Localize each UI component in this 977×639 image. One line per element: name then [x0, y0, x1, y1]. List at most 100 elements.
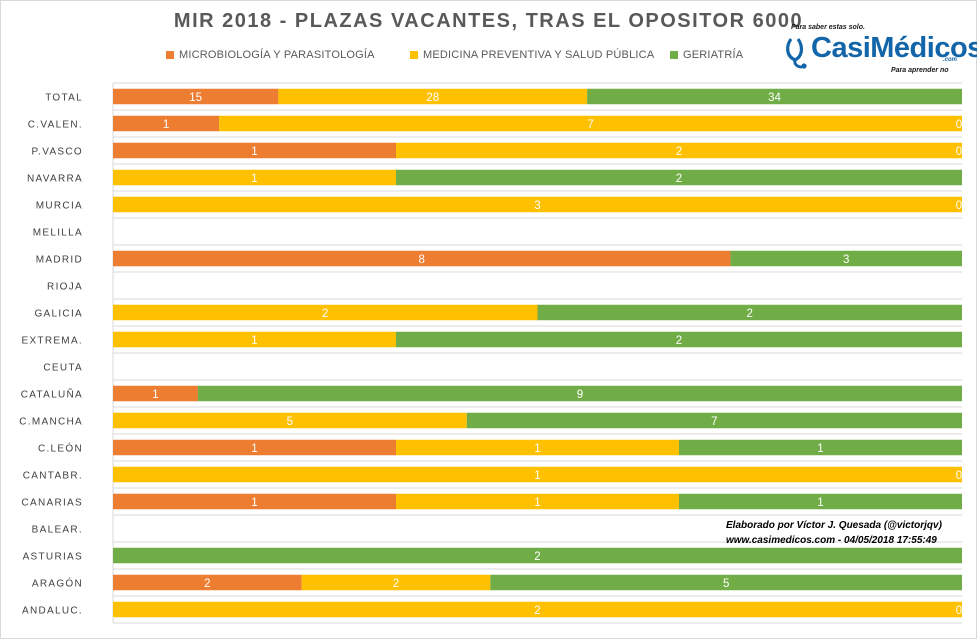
- data-label-canarias-geriatria: 1: [817, 497, 823, 509]
- legend-swatch-medicina-preventiva: [410, 51, 418, 59]
- category-label-total: TOTAL: [45, 93, 83, 104]
- category-label-cantabr: CANTABR.: [23, 471, 83, 482]
- bar-canarias-medicina: [396, 493, 679, 510]
- bar-cantabr-medicina: [113, 466, 962, 483]
- bar-p-vasco-microbiologia: [113, 142, 396, 159]
- logo-tagline-top: Para saber estas solo.: [791, 24, 865, 31]
- bar-extrema-geriatria: [396, 331, 962, 348]
- category-label-galicia: GALICIA: [34, 309, 83, 320]
- data-label-aragon-microbiologia: 2: [204, 578, 210, 590]
- category-label-aragon: ARAGÓN: [32, 577, 83, 590]
- bar-aragon-microbiologia: [113, 574, 302, 591]
- credit-line-author: Elaborado por Víctor J. Quesada (@victor…: [726, 520, 942, 531]
- legend-item-microbiologia: MICROBIOLOGÍA Y PARASITOLOGÍA: [166, 49, 375, 61]
- category-label-murcia: MURCIA: [36, 201, 83, 212]
- bar-c-leon-microbiologia: [113, 439, 396, 456]
- category-label-asturias: ASTURIAS: [23, 552, 83, 563]
- data-label-extrema-medicina: 1: [251, 335, 257, 347]
- bar-murcia-medicina: [113, 196, 962, 213]
- legend-item-geriatria: GERIATRÍA: [670, 49, 743, 61]
- data-label-aragon-geriatria: 5: [723, 578, 729, 590]
- bar-navarra-geriatria: [396, 169, 962, 186]
- data-label-cantabr-geriatria: 0: [956, 470, 962, 482]
- data-label-navarra-medicina: 1: [251, 173, 257, 185]
- data-label-canarias-medicina: 1: [534, 497, 540, 509]
- legend-swatch-microbiologia: [166, 51, 174, 59]
- credit-line-website: www.casimedicos.com - 04/05/2018 17:55:4…: [726, 535, 937, 546]
- data-label-cataluna-microbiologia: 1: [152, 389, 158, 401]
- data-label-c-leon-medicina: 1: [534, 443, 540, 455]
- data-label-canarias-microbiologia: 1: [251, 497, 257, 509]
- category-label-rioja: RIOJA: [47, 282, 83, 293]
- data-label-c-mancha-medicina: 5: [287, 416, 293, 428]
- stethoscope-icon: [786, 38, 807, 69]
- data-label-cataluna-geriatria: 9: [577, 389, 583, 401]
- bar-cataluna-microbiologia: [113, 385, 198, 402]
- data-label-total-geriatria: 34: [768, 92, 781, 104]
- data-label-murcia-geriatria: 0: [956, 200, 962, 212]
- data-label-galicia-medicina: 2: [322, 308, 328, 320]
- bar-c-mancha-geriatria: [466, 412, 962, 429]
- bar-madrid-geriatria: [730, 250, 962, 267]
- data-label-p-vasco-microbiologia: 1: [251, 146, 257, 158]
- bar-total-medicina: [278, 88, 588, 105]
- category-label-extrema: EXTREMA.: [21, 336, 83, 347]
- category-label-c-mancha: C.MANCHA: [19, 417, 83, 428]
- data-label-c-leon-geriatria: 1: [817, 443, 823, 455]
- data-label-extrema-geriatria: 2: [676, 335, 682, 347]
- data-label-c-leon-microbiologia: 1: [251, 443, 257, 455]
- logo-wordmark: CasiMédicos: [811, 32, 977, 64]
- bar-c-mancha-medicina: [113, 412, 467, 429]
- legend-label-medicina-preventiva: MEDICINA PREVENTIVA Y SALUD PÚBLICA: [423, 49, 655, 61]
- category-label-cataluna: CATALUÑA: [21, 388, 83, 401]
- bar-galicia-medicina: [113, 304, 538, 321]
- data-label-galicia-geriatria: 2: [747, 308, 753, 320]
- category-label-canarias: CANARIAS: [21, 498, 83, 509]
- bar-madrid-microbiologia: [113, 250, 731, 267]
- bar-c-leon-geriatria: [679, 439, 962, 456]
- category-label-melilla: MELILLA: [33, 228, 83, 239]
- bar-c-leon-medicina: [396, 439, 679, 456]
- bar-c-valen-medicina: [219, 115, 962, 132]
- bar-p-vasco-medicina: [396, 142, 962, 159]
- data-label-p-vasco-medicina: 2: [676, 146, 682, 158]
- legend-swatch-geriatria: [670, 51, 678, 59]
- data-label-murcia-medicina: 3: [534, 200, 540, 212]
- data-label-c-mancha-geriatria: 7: [711, 416, 717, 428]
- data-label-navarra-geriatria: 2: [676, 173, 682, 185]
- bar-total-microbiologia: [113, 88, 279, 105]
- bar-extrema-medicina: [113, 331, 396, 348]
- logo-suffix: .com: [943, 57, 958, 63]
- data-label-andaluc-geriatria: 0: [956, 605, 962, 617]
- data-label-c-valen-microbiologia: 1: [163, 119, 169, 131]
- casimedicos-logo: Para saber estas solo. CasiMédicos .com …: [783, 24, 977, 84]
- category-label-balear: BALEAR.: [32, 525, 83, 536]
- data-label-cantabr-medicina: 1: [534, 470, 540, 482]
- logo-tagline-bottom: Para aprender no: [891, 67, 949, 74]
- bar-canarias-microbiologia: [113, 493, 396, 510]
- bar-aragon-medicina: [301, 574, 491, 591]
- credit-note: Elaborado por Víctor J. Quesada (@victor…: [726, 518, 942, 548]
- data-label-c-valen-medicina: 7: [587, 119, 593, 131]
- bar-galicia-geriatria: [537, 304, 962, 321]
- data-label-total-medicina: 28: [426, 92, 439, 104]
- bar-andaluc-medicina: [113, 601, 962, 618]
- legend-label-microbiologia: MICROBIOLOGÍA Y PARASITOLOGÍA: [179, 49, 375, 61]
- data-label-asturias-geriatria: 2: [534, 551, 540, 563]
- data-label-madrid-geriatria: 3: [843, 254, 849, 266]
- bar-aragon-geriatria: [490, 574, 962, 591]
- bar-total-geriatria: [587, 88, 962, 105]
- chart-title: MIR 2018 - PLAZAS VACANTES, TRAS EL OPOS…: [173, 10, 804, 32]
- data-label-aragon-medicina: 2: [393, 578, 399, 590]
- data-label-p-vasco-geriatria: 0: [956, 146, 962, 158]
- data-label-andaluc-medicina: 2: [534, 605, 540, 617]
- category-label-c-valen: C.VALEN.: [28, 120, 83, 131]
- data-label-c-valen-geriatria: 0: [956, 119, 962, 131]
- data-label-total-microbiologia: 15: [189, 92, 202, 104]
- category-label-ceuta: CEUTA: [43, 363, 83, 374]
- bar-cataluna-geriatria: [197, 385, 962, 402]
- bar-asturias-geriatria: [113, 547, 962, 564]
- bar-navarra-medicina: [113, 169, 396, 186]
- legend-item-medicina-preventiva: MEDICINA PREVENTIVA Y SALUD PÚBLICA: [410, 49, 654, 61]
